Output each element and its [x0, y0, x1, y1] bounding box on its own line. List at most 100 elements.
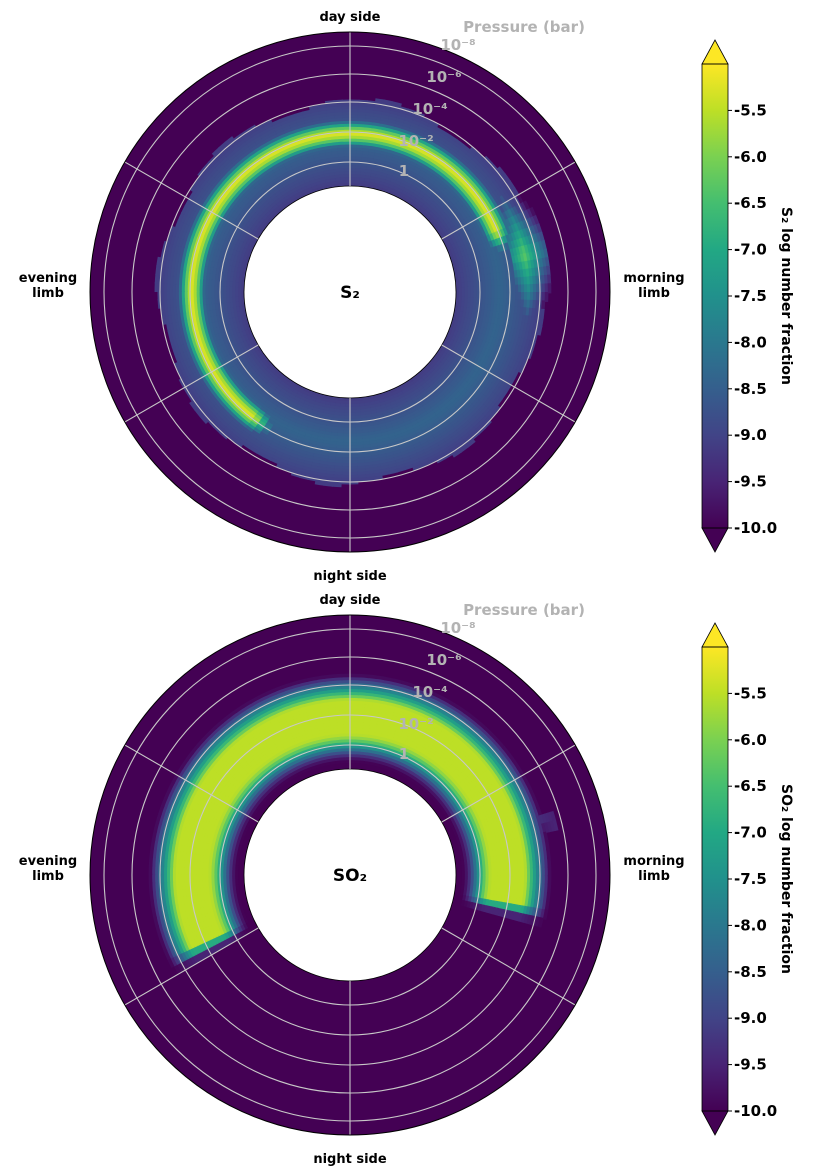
- heatmap-cell: [395, 145, 404, 152]
- heatmap-cell: [201, 171, 211, 181]
- heatmap-cell: [264, 152, 273, 161]
- heatmap-cell: [275, 753, 284, 761]
- heatmap-cell: [404, 441, 414, 449]
- heatmap-cell: [507, 342, 514, 352]
- heatmap-cell: [372, 475, 383, 481]
- pressure-tick-label: 10⁻⁴: [412, 100, 447, 118]
- heatmap-cell: [354, 409, 361, 414]
- heatmap-cell: [475, 164, 485, 174]
- heatmap-cell: [228, 140, 238, 150]
- heatmap-cell: [477, 827, 484, 836]
- heatmap-cell: [456, 162, 465, 171]
- heatmap-cell: [448, 430, 459, 439]
- heatmap-cell: [416, 433, 426, 441]
- heatmap-cell: [176, 244, 183, 255]
- heatmap-cell: [424, 128, 435, 136]
- heatmap-cell: [423, 130, 434, 139]
- heatmap-cell: [485, 349, 493, 359]
- heatmap-cell: [307, 173, 315, 179]
- heatmap-cell: [204, 290, 209, 299]
- heatmap-cell: [421, 427, 430, 435]
- heatmap-cell: [350, 750, 357, 755]
- heatmap-cell: [461, 286, 466, 293]
- heatmap-cell: [232, 915, 239, 923]
- heatmap-cell: [185, 224, 193, 234]
- heatmap-cell: [215, 229, 223, 238]
- heatmap-cell: [494, 230, 501, 240]
- heatmap-cell: [547, 283, 552, 294]
- heatmap-cell: [358, 397, 365, 402]
- heatmap-cell: [457, 817, 464, 825]
- heatmap-cell: [197, 337, 204, 347]
- heatmap-cell: [388, 143, 398, 149]
- heatmap-cell: [253, 413, 263, 421]
- heatmap-cell: [223, 148, 234, 158]
- heatmap-cell: [218, 153, 228, 163]
- heatmap-cell: [401, 433, 411, 440]
- heatmap-cell: [260, 147, 270, 156]
- heatmap-cell: [292, 425, 301, 432]
- heatmap-cell: [287, 154, 296, 162]
- heatmap-cell: [308, 758, 316, 765]
- heatmap-cell: [432, 159, 441, 167]
- heatmap-cell: [529, 276, 534, 286]
- heatmap-cell: [429, 150, 439, 159]
- heatmap-cell: [502, 278, 507, 287]
- heatmap-cell: [343, 152, 351, 157]
- heatmap-cell: [482, 286, 487, 293]
- heatmap-cell: [180, 368, 188, 379]
- heatmap-cell: [469, 342, 476, 351]
- heatmap-cell: [222, 386, 231, 395]
- heatmap-cell: [349, 427, 357, 432]
- heatmap-cell: [219, 209, 227, 219]
- heatmap-cell: [473, 154, 483, 164]
- heatmap-cell: [493, 279, 498, 287]
- heatmap-cell: [413, 428, 423, 435]
- heatmap-cell: [454, 164, 463, 174]
- heatmap-cell: [263, 164, 272, 172]
- heatmap-cell: [384, 448, 393, 455]
- heatmap-cell: [338, 738, 346, 743]
- heatmap-cell: [387, 118, 398, 125]
- heatmap-cell: [160, 282, 165, 292]
- heatmap-cell: [484, 328, 491, 337]
- heatmap-cell: [291, 468, 302, 476]
- heatmap-cell: [300, 131, 310, 138]
- heatmap-cell: [238, 913, 244, 921]
- heatmap-cell: [476, 183, 485, 193]
- heatmap-cell: [507, 241, 514, 251]
- heatmap-cell: [291, 163, 299, 170]
- pressure-tick-label: 10⁻⁶: [426, 68, 461, 86]
- day-side-label: day side: [320, 10, 381, 25]
- colorbar-gradient: [702, 64, 728, 528]
- heatmap-cell: [277, 441, 287, 448]
- heatmap-cell: [466, 329, 472, 337]
- heatmap-cell: [436, 438, 446, 447]
- heatmap-cell: [355, 170, 362, 175]
- heatmap-cell: [172, 337, 179, 348]
- heatmap-cell: [337, 152, 346, 157]
- heatmap-cell: [433, 450, 444, 459]
- heatmap-cell: [482, 355, 490, 365]
- heatmap-cell: [478, 394, 487, 404]
- heatmap-cell: [234, 249, 240, 257]
- heatmap-cell: [223, 414, 233, 423]
- heatmap-cell: [224, 402, 234, 412]
- heatmap-cell: [492, 170, 502, 180]
- heatmap-cell: [388, 398, 396, 404]
- heatmap-cell: [308, 439, 317, 446]
- heatmap-cell: [223, 355, 230, 364]
- heatmap-cell: [224, 240, 231, 248]
- heatmap-cell: [255, 449, 266, 458]
- heatmap-cell: [209, 416, 219, 427]
- heatmap-cell: [284, 411, 293, 419]
- heatmap-cell: [231, 248, 237, 256]
- heatmap-cell: [336, 132, 345, 137]
- heatmap-cell: [302, 435, 312, 441]
- heatmap-cell: [422, 446, 433, 454]
- heatmap-cell: [294, 419, 303, 426]
- heatmap-cell: [223, 377, 231, 386]
- heatmap-cell: [300, 406, 308, 412]
- heatmap-cell: [335, 441, 344, 446]
- heatmap-cell: [342, 117, 352, 122]
